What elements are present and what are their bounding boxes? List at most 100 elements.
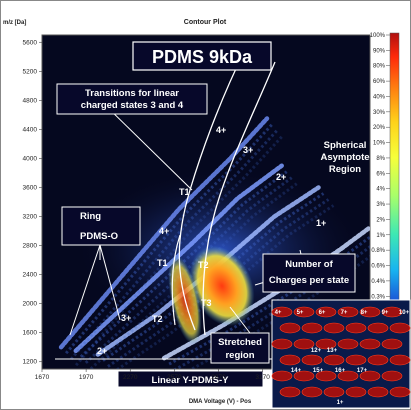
y-tick-label: 4800 xyxy=(23,97,38,104)
transition-label: T2 xyxy=(152,314,163,324)
inset-blob xyxy=(337,338,359,350)
y-tick-label: 1600 xyxy=(23,330,38,337)
inset-blob xyxy=(323,322,345,334)
transition-label: T3 xyxy=(201,298,212,308)
inset-blob xyxy=(367,386,389,398)
y-tick-label: 2800 xyxy=(23,243,38,250)
x-tick-label: 1670 xyxy=(35,374,50,381)
linear-label: Linear Y-PDMS-Y xyxy=(152,375,230,386)
inset-blob xyxy=(315,370,337,382)
charge-label: 4+ xyxy=(216,125,226,135)
charge-label: 4+ xyxy=(159,226,169,236)
x-tick-label: 2270 xyxy=(123,374,138,381)
stretched-label: Stretched xyxy=(218,337,262,348)
series-band-shadow xyxy=(79,170,288,358)
colorbar-tick-label: 20% xyxy=(373,125,386,131)
charge-label: 3+ xyxy=(243,145,253,155)
series-band-shadow xyxy=(74,135,284,367)
colorbar-tick-label: 40% xyxy=(373,94,386,100)
inset-blob xyxy=(381,338,403,350)
colorbar-tick-label: 0.8% xyxy=(371,248,385,254)
y-tick-label: 5600 xyxy=(23,39,38,46)
y-tick-label: 3200 xyxy=(23,214,38,221)
inset-charge-label: 10+ xyxy=(399,310,410,316)
inset-charge-label: 8+ xyxy=(361,310,368,316)
inset-blob xyxy=(279,354,301,366)
inset-blob xyxy=(345,322,367,334)
y-tick-label: 5200 xyxy=(23,68,38,75)
transitions-label-2: charged states 3 and 4 xyxy=(81,100,184,111)
colorbar-ticks: 100% 90% 80% 60% 40% 30% 20% 10% 8% 6% 4% 3% 2% 1% 0.8… xyxy=(370,33,390,331)
colorbar-tick-label: 1% xyxy=(376,233,385,239)
transition-curve-inner xyxy=(202,61,276,336)
transition-label: T1 xyxy=(157,258,168,268)
colorbar-tick-label: 30% xyxy=(373,110,386,116)
colorbar-tick-label: 80% xyxy=(373,64,386,70)
inset-bands: 4+ 5+ 6+ 7+ 8+ 9+ 10+ 12+ 13+ 14+ 15+ 16+ 17+ 1+ xyxy=(271,306,411,406)
inset-blob xyxy=(345,354,367,366)
colorbar-tick-label: 6% xyxy=(376,171,385,177)
inset-blob xyxy=(389,354,411,366)
ring-box: Ring PDMS-O xyxy=(61,206,141,246)
inset-blob xyxy=(381,370,403,382)
charge-label: 2+ xyxy=(97,346,107,356)
transitions-label: Transitions for linear xyxy=(85,88,179,99)
colorbar-tick-label: 10% xyxy=(373,141,386,147)
inset-charge-label: 7+ xyxy=(341,310,348,316)
colorbar-tick-label: 8% xyxy=(376,156,385,162)
inset-blob xyxy=(271,306,293,318)
inset-blob xyxy=(271,338,293,350)
colorbar-tick-label: 60% xyxy=(373,79,386,85)
inset-blob xyxy=(315,338,337,350)
inset-blob xyxy=(359,370,381,382)
y-axis-label: m/z [Da] xyxy=(3,20,26,26)
colorbar-tick-label: 0.6% xyxy=(371,264,385,270)
colorbar-tick-label: 2% xyxy=(376,217,385,223)
colorbar-tick-label: 0.3% xyxy=(371,294,385,300)
transition-curve-low xyxy=(171,234,181,326)
x-tick-label: 2870 xyxy=(211,374,226,381)
inset-blob xyxy=(279,386,301,398)
inset-charge-label: 9+ xyxy=(382,310,389,316)
colorbar-tick-label: 4% xyxy=(376,187,385,193)
charges-label-2: Charges per state xyxy=(269,275,349,286)
inset-blob xyxy=(359,306,381,318)
stretched-box: Stretched region xyxy=(210,332,270,364)
y-tick-label: 4400 xyxy=(23,126,38,133)
inset-zoom: 4+ 5+ 6+ 7+ 8+ 9+ 10+ 12+ 13+ 14+ 15+ 16+ 17+ 1+ xyxy=(271,299,411,409)
inset-charge-label: 12+ xyxy=(311,348,322,354)
inset-charge-label: 13+ xyxy=(327,348,338,354)
inset-charge-label: 17+ xyxy=(357,368,368,374)
inset-blob xyxy=(323,386,345,398)
inset-blob xyxy=(359,338,381,350)
spherical-label-3: Region xyxy=(329,164,361,175)
y-tick-label: 2400 xyxy=(23,272,38,279)
inset-charge-label: 4+ xyxy=(275,310,282,316)
inset-blob xyxy=(345,386,367,398)
inset-blob xyxy=(323,354,345,366)
inset-blob xyxy=(315,306,337,318)
pdmso-label: PDMS-O xyxy=(80,231,118,242)
transition-label: T2 xyxy=(198,260,209,270)
inset-blob xyxy=(293,306,315,318)
x-tick-label: 3170 xyxy=(255,374,270,381)
main-label: PDMS 9kDa xyxy=(152,47,253,67)
inset-blob xyxy=(301,322,323,334)
colorbar-tick-label: 90% xyxy=(373,48,386,54)
transition-label: T1 xyxy=(179,187,190,197)
inset-blob xyxy=(301,354,323,366)
x-tick-label: 2570 xyxy=(167,374,182,381)
charges-label: Number of xyxy=(285,259,333,270)
inset-blob xyxy=(293,370,315,382)
colorbar-tick-label: 0.4% xyxy=(371,279,385,285)
inset-blob xyxy=(279,322,301,334)
y-tick-label: 3600 xyxy=(23,184,38,191)
spherical-label-2: Asymptote xyxy=(320,152,369,163)
inset-blob xyxy=(367,354,389,366)
inset-blob xyxy=(301,386,323,398)
inset-charge-label: 15+ xyxy=(313,368,324,374)
series-band-shadow xyxy=(168,235,370,366)
inset-charge-label: 14+ xyxy=(291,368,302,374)
inset-charge-label: 5+ xyxy=(297,310,304,316)
